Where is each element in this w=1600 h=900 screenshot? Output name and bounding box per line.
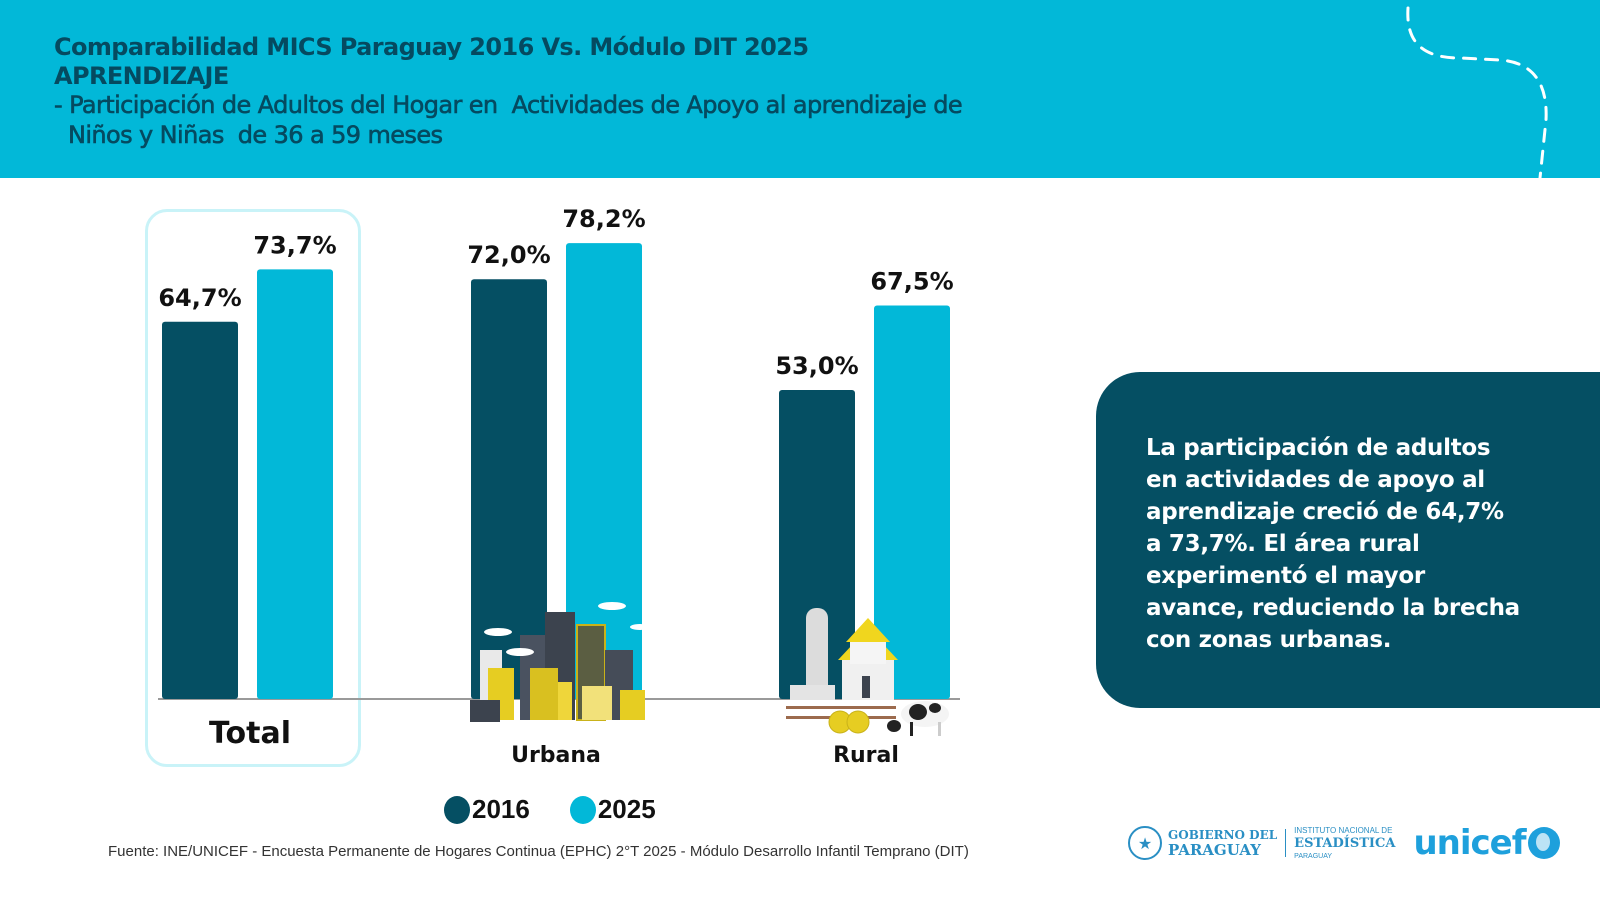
- gobierno-line1: GOBIERNO DEL: [1168, 828, 1278, 842]
- category-label-total: Total: [209, 716, 291, 751]
- logo-divider: [1285, 829, 1287, 857]
- ine-line2: ESTADÍSTICA: [1294, 835, 1396, 851]
- insight-text: La participación de adultos en actividad…: [1146, 435, 1520, 653]
- header-banner: Comparabilidad MICS Paraguay 2016 Vs. Mó…: [0, 0, 1600, 178]
- data-label-rural-2016: 53,0%: [775, 352, 858, 380]
- legend-label-2016: 2016: [472, 794, 530, 824]
- bar-urbana-2025: [566, 243, 642, 699]
- total-highlight-frame: [145, 209, 361, 767]
- data-label-total-2016: 64,7%: [158, 284, 241, 312]
- data-label-total-2025: 73,7%: [253, 231, 336, 259]
- unicef-emblem-icon: [1527, 827, 1560, 859]
- chart-legend: 2016 2025: [444, 794, 696, 825]
- star-emblem-icon: ★: [1128, 826, 1162, 860]
- subtitle-line-1: - Participación de Adultos del Hogar en …: [54, 91, 963, 120]
- logos-bar: ★ GOBIERNO DEL PARAGUAY INSTITUTO NACION…: [1128, 818, 1560, 868]
- legend-label-2025: 2025: [597, 794, 656, 824]
- data-label-urbana-2025: 78,2%: [562, 205, 645, 233]
- legend-item-2025: 2025: [569, 794, 656, 825]
- category-label-rural: Rural: [833, 743, 899, 768]
- gobierno-paraguay-logo: ★ GOBIERNO DEL PARAGUAY: [1128, 826, 1277, 860]
- dashed-path-decoration: [1406, 6, 1548, 178]
- bar-rural-2025: [874, 305, 950, 699]
- legend-swatch-2016: [444, 795, 470, 824]
- subtitle-line-2: Niños y Niñas de 36 a 59 meses: [68, 121, 444, 150]
- city-skyline-illustration: [470, 602, 650, 722]
- bar-urbana-2016: [471, 279, 547, 699]
- ine-logo: INSTITUTO NACIONAL DE ESTADÍSTICA PARAGU…: [1294, 825, 1395, 862]
- gobierno-line2: PARAGUAY: [1168, 841, 1261, 859]
- bar-total-2025: [257, 269, 333, 699]
- data-label-rural-2025: 67,5%: [870, 267, 953, 295]
- bar-chart: 64,7% 73,7% 72,0% 78,2% 53,0% 67,5%: [158, 205, 960, 736]
- category-label-urbana: Urbana: [511, 743, 601, 768]
- legend-swatch-2025: [569, 795, 596, 824]
- farm-illustration: [786, 608, 949, 736]
- source-note: Fuente: INE/UNICEF - Encuesta Permanente…: [108, 843, 969, 860]
- unicef-logo-text: unicef: [1413, 823, 1526, 863]
- bar-total-2016: [162, 321, 238, 699]
- page-title: Comparabilidad MICS Paraguay 2016 Vs. Mó…: [54, 33, 809, 61]
- bar-rural-2016: [779, 390, 855, 699]
- insight-callout: La participación de adultos en actividad…: [1096, 372, 1600, 708]
- data-label-urbana-2016: 72,0%: [467, 241, 550, 269]
- legend-item-2016: 2016: [444, 794, 530, 825]
- section-title: APRENDIZAJE: [54, 62, 229, 90]
- ine-line3: PARAGUAY: [1294, 852, 1333, 860]
- ine-line1: INSTITUTO NACIONAL DE: [1294, 825, 1393, 835]
